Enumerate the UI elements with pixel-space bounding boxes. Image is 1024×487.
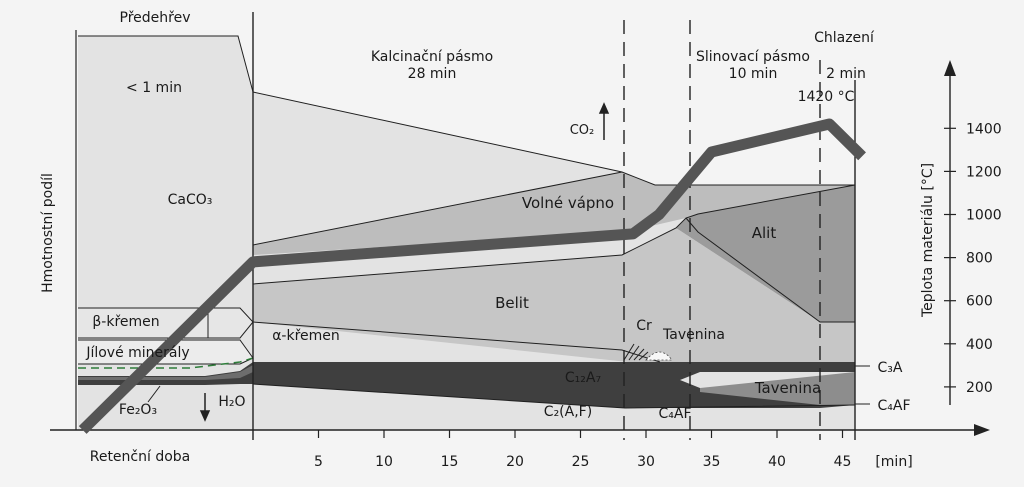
zone-sintering-time: 10 min [729, 66, 778, 82]
c2af-label: C₂(A,F) [544, 404, 592, 420]
x-tick-label: 45 [834, 454, 852, 470]
y-right-label: Teplota materiálu [°C] [920, 163, 936, 318]
y-tick-label: 600 [966, 294, 993, 310]
fe2o3-band [78, 365, 253, 380]
c3a-label: C₃A [878, 360, 903, 376]
y-left-label: Hmotnostní podíl [40, 173, 56, 293]
dark-oxides-area [78, 362, 855, 408]
y-tick-label: 1400 [966, 121, 1002, 137]
c4af-right-label: C₄AF [877, 398, 910, 414]
beta-quartz-area [78, 308, 253, 338]
co2-label: CO₂ [570, 123, 595, 138]
belit-area [253, 228, 855, 362]
h2o-label: H₂O [218, 394, 245, 410]
axis-labels: Hmotnostní podíl Teplota materiálu [°C] … [40, 80, 936, 470]
boundary-belit-top [252, 184, 856, 285]
h2o-arrow-head [199, 410, 211, 422]
y-tick-label: 1000 [966, 208, 1002, 224]
y-ticks: 200 400 600 800 1000 1200 1400 [944, 121, 1002, 396]
alpha-quartz-label: α-křemen [272, 328, 340, 344]
phase-labels: CaCO₃ Volné vápno Alit Belit β-křemen α-… [85, 192, 910, 422]
zone-labels: Předehřev Kalcinační pásmo 28 min Slinov… [120, 10, 876, 82]
belit-label: Belit [495, 294, 529, 312]
y-tick-label: 400 [966, 337, 993, 353]
boundary-free-lime [252, 171, 623, 246]
x-tick-label: 10 [375, 454, 393, 470]
x-tick-label: 30 [637, 454, 655, 470]
x-tick-label: 35 [703, 454, 721, 470]
fe2o3-label: Fe₂O₃ [119, 402, 157, 418]
co2-arrow-head [598, 102, 610, 114]
x-ticks: 5 10 15 20 25 30 35 40 45 [314, 430, 851, 470]
melt-upper-label: Tavenina [662, 327, 725, 343]
boundary-belit-bottom [252, 321, 661, 363]
zone-calcination-time: 28 min [408, 66, 457, 82]
time-short-label: < 1 min [126, 80, 182, 96]
beta-quartz-label: β-křemen [92, 314, 159, 330]
phase-areas [78, 36, 855, 430]
temp-axis-arrow [944, 60, 956, 76]
y-tick-label: 800 [966, 251, 993, 267]
clay-minerals-label: Jílové minerály [85, 345, 189, 361]
melt-lower-area [700, 372, 855, 405]
x-axis: 5 10 15 20 25 30 35 40 45 [50, 424, 990, 470]
x-tick-label: 40 [768, 454, 786, 470]
phase-boundaries [78, 35, 856, 409]
boundary-c2af [252, 383, 856, 409]
x-tick-label: 15 [441, 454, 459, 470]
zone-separators [252, 12, 856, 440]
free-lime-label: Volné vápno [522, 194, 614, 212]
arrows [147, 102, 870, 422]
max-temp-label: 1420 °C [798, 89, 855, 105]
zone-cooling: Chlazení [814, 30, 875, 46]
x-tick-label: 5 [314, 454, 323, 470]
c12a7-label: C₁₂A₇ [565, 370, 601, 386]
x-tick-label: 25 [572, 454, 590, 470]
y-tick-label: 1200 [966, 164, 1002, 180]
fe2o3-pointer [147, 385, 161, 403]
alit-label: Alit [752, 224, 777, 242]
caco3-label: CaCO₃ [168, 192, 213, 208]
cr-hatching [623, 343, 649, 361]
zone-sintering: Slinovací pásmo [696, 49, 810, 65]
melt-lower-label: Tavenina [754, 379, 821, 397]
green-dashed-line [78, 357, 254, 369]
x-unit-label: [min] [875, 454, 912, 470]
cr-label: Cr [636, 318, 652, 334]
temperature-axis: 200 400 600 800 1000 1200 1400 [944, 60, 1002, 405]
y-tick-label: 200 [966, 380, 993, 396]
melt-upper-dots [645, 351, 673, 361]
free-lime-area [253, 172, 855, 322]
x-axis-label: Retenční doba [90, 449, 191, 465]
boundary-alit-lower [685, 217, 855, 323]
temperature-curve [78, 118, 866, 434]
x-axis-arrow [974, 424, 990, 436]
x-tick-label: 20 [506, 454, 524, 470]
alit-area [676, 185, 855, 322]
zone-preheat: Předehřev [120, 10, 191, 26]
zone-cooling-time: 2 min [826, 66, 866, 82]
zone-calcination: Kalcinační pásmo [371, 49, 493, 65]
c4af-mid-label: C₄AF [658, 406, 691, 422]
